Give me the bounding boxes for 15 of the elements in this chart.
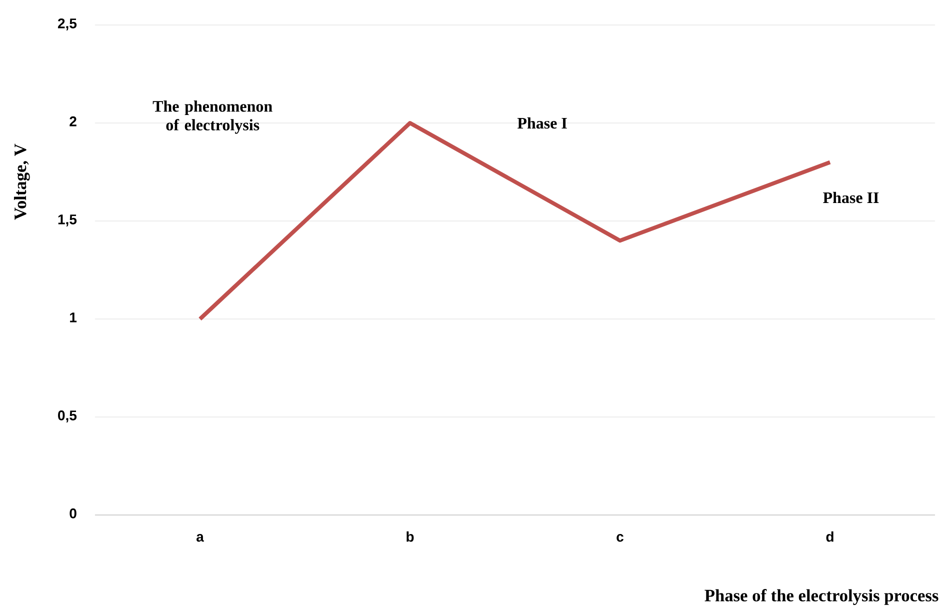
y-tick-label: 1 — [70, 312, 77, 322]
annotation: The phenomenon of electrolysis — [152, 100, 272, 134]
y-tick-label: 0 — [70, 508, 76, 518]
annotation: Phase I — [517, 117, 567, 129]
x-tick-label: a — [196, 534, 204, 542]
y-tick-label: 0,5 — [58, 410, 77, 422]
x-axis-title: Phase of the electrolysis process — [704, 589, 938, 605]
y-tick-label: 1,5 — [58, 214, 77, 226]
y-tick-label: 2 — [70, 116, 76, 126]
annotation: Phase II — [823, 192, 879, 204]
y-axis-title: Voltage, V — [14, 144, 30, 220]
x-tick-label: b — [406, 531, 414, 542]
y-tick-label: 2,5 — [58, 18, 77, 30]
x-tick-label: d — [826, 531, 834, 542]
x-tick-label: c — [616, 534, 624, 542]
